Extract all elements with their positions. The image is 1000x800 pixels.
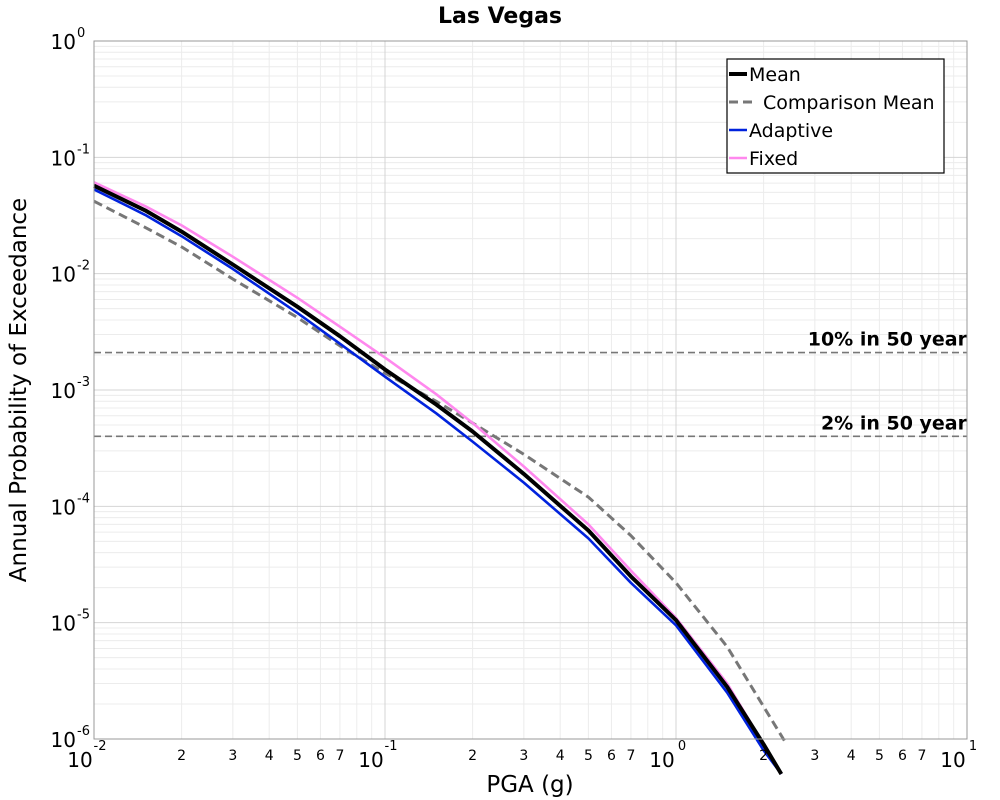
x-minor-tick-label: 3 <box>810 748 819 764</box>
legend: Mean Comparison Mean Adaptive Fixed <box>726 58 945 174</box>
y-tick-exponent: -4 <box>77 491 90 506</box>
legend-label: Adaptive <box>749 120 833 142</box>
y-tick-label: 10 <box>51 30 76 54</box>
y-tick-label: 10 <box>51 612 76 636</box>
x-minor-tick-label: 4 <box>265 748 274 764</box>
series-lines <box>93 181 788 776</box>
x-tick-label: 10 <box>649 748 674 772</box>
x-minor-tick-label: 3 <box>228 748 237 764</box>
x-minor-tick-label: 2 <box>177 748 186 764</box>
x-minor-tick-label: 3 <box>519 748 528 764</box>
x-tick-exponent: -1 <box>385 739 398 754</box>
reference-lines: 10% in 50 year 2% in 50 year <box>94 329 968 438</box>
x-minor-tick-label: 2 <box>468 748 477 764</box>
x-minor-tick-label: 7 <box>335 748 344 764</box>
x-minor-tick-label: 7 <box>626 748 635 764</box>
x-minor-tick-label: 6 <box>898 748 907 764</box>
y-tick-label: 10 <box>51 146 76 170</box>
grid <box>93 40 968 740</box>
series-line-adaptive <box>93 188 783 775</box>
y-tick-exponent: -1 <box>77 142 90 157</box>
x-tick-exponent: -2 <box>94 739 107 754</box>
x-tick-exponent: 0 <box>678 739 686 754</box>
legend-label: Fixed <box>749 148 798 170</box>
plot-frame <box>93 40 968 740</box>
y-tick-exponent: -6 <box>77 724 90 739</box>
x-minor-tick-label: 4 <box>556 748 565 764</box>
y-tick-exponent: -3 <box>77 375 90 390</box>
y-tick-label: 10 <box>51 495 76 519</box>
x-minor-tick-label: 5 <box>875 748 884 764</box>
y-tick-label: 10 <box>51 728 76 752</box>
x-tick-label: 10 <box>940 748 965 772</box>
legend-label: Mean <box>749 64 801 86</box>
legend-label: Comparison Mean <box>763 92 935 114</box>
x-minor-tick-label: 5 <box>293 748 302 764</box>
y-axis-label: Annual Probability of Exceedance <box>6 198 32 582</box>
x-minor-tick-label: 2 <box>759 748 768 764</box>
x-minor-tick-label: 7 <box>917 748 926 764</box>
series-line-mean <box>93 183 784 776</box>
y-tick-exponent: -2 <box>77 259 90 274</box>
x-tick-label: 10 <box>358 748 383 772</box>
y-tick-exponent: -5 <box>77 608 90 623</box>
y-tick-exponent: 0 <box>77 26 85 41</box>
reference-line-label: 2% in 50 year <box>821 412 968 434</box>
y-tick-label: 10 <box>51 379 76 403</box>
x-tick-exponent: 1 <box>969 739 977 754</box>
x-tick-label: 10 <box>67 748 92 772</box>
chart-title: Las Vegas <box>438 4 562 29</box>
x-minor-tick-label: 6 <box>316 748 325 764</box>
y-tick-label: 10 <box>51 263 76 287</box>
series-line-comparison-mean <box>93 199 788 746</box>
reference-line-label: 10% in 50 year <box>808 329 968 351</box>
x-minor-tick-label: 6 <box>607 748 616 764</box>
x-minor-tick-label: 4 <box>847 748 856 764</box>
x-minor-tick-label: 5 <box>584 748 593 764</box>
legend-box <box>726 58 945 174</box>
x-axis-label: PGA (g) <box>486 772 573 798</box>
